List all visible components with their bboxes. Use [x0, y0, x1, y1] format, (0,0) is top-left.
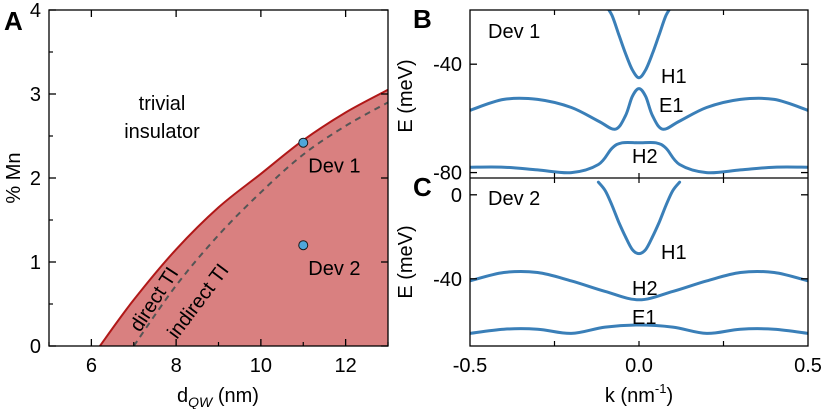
- device-point-label: Dev 2: [308, 258, 360, 280]
- panel-b-y-tick-label: -80: [433, 163, 462, 185]
- device-point-label: Dev 1: [308, 156, 360, 178]
- panel-a-y-tick-label: 4: [30, 0, 41, 22]
- panel-a-x-tick-label: 8: [171, 355, 182, 377]
- panel-a-boundary-solid: [99, 88, 388, 346]
- band-label-h2-dev1: H2: [632, 146, 658, 168]
- band-label-e1-dev2: E1: [632, 307, 656, 329]
- panel-b-band-h2: [470, 140, 808, 175]
- panel-b-label: B: [413, 4, 432, 34]
- panel-a-y-axis-label: % Mn: [3, 152, 25, 203]
- panel-b-y-tick-label: -40: [433, 54, 462, 76]
- panel-a-x-tick-label: 6: [86, 355, 97, 377]
- panel-a-x-tick-label: 10: [250, 355, 272, 377]
- panel-c-band-e1: [470, 323, 808, 335]
- panel-a-y-tick-label: 1: [30, 252, 41, 274]
- panel-c-label: C: [413, 172, 432, 202]
- trivial-insulator-label-line2: insulator: [124, 121, 200, 143]
- panel-b-device-label: Dev 1: [488, 21, 540, 43]
- band-label-e1-dev1: E1: [659, 95, 683, 117]
- panel-c-x-axis-label: k (nm-1): [605, 381, 673, 407]
- panel-a-x-axis-label: dQW (nm): [177, 385, 259, 409]
- panel-c-y-axis-label: E (meV): [395, 225, 417, 298]
- panel-b-y-axis-label: E (meV): [395, 59, 417, 132]
- panel-c-band-h1: [596, 180, 682, 256]
- panel-b: -40 -80 B Dev 1 H1 E1 H2 E (meV): [395, 4, 808, 185]
- panel-a-boundary-dashed: [132, 101, 388, 346]
- panel-c: 0-40-0.5 0.0 0.5 C Dev 2 H1 H2 E1 E (meV) …: [395, 172, 822, 407]
- panel-a-y-tick-label: 0: [30, 336, 41, 358]
- panel-b-band-h1: [607, 10, 671, 80]
- panel-c-band-h2: [470, 269, 808, 302]
- trivial-insulator-label-line1: trivial: [139, 93, 186, 115]
- panel-c-x-tick-label: 0.0: [625, 355, 653, 377]
- band-label-h1-dev1: H1: [661, 66, 687, 88]
- panel-a-y-tick-label: 2: [30, 168, 41, 190]
- panel-c-device-label: Dev 2: [488, 188, 540, 210]
- panel-c-x-tick-label: 0.5: [794, 355, 822, 377]
- device-point-2: [298, 240, 309, 251]
- band-label-h1-dev2: H1: [661, 242, 687, 264]
- panel-c-y-tick-label: -40: [433, 269, 462, 291]
- panel-c-y-tick-label: 0: [451, 185, 462, 207]
- panel-a-y-tick-label: 3: [30, 84, 41, 106]
- panel-b-band-e1: [470, 87, 808, 131]
- panel-a-region-fill: [99, 89, 388, 346]
- panel-c-x-tick-label: -0.5: [453, 355, 487, 377]
- device-point-1: [298, 137, 309, 148]
- panel-a-label: A: [4, 6, 23, 36]
- band-label-h2-dev2: H2: [632, 278, 658, 300]
- panel-a-x-tick-label: 12: [335, 355, 357, 377]
